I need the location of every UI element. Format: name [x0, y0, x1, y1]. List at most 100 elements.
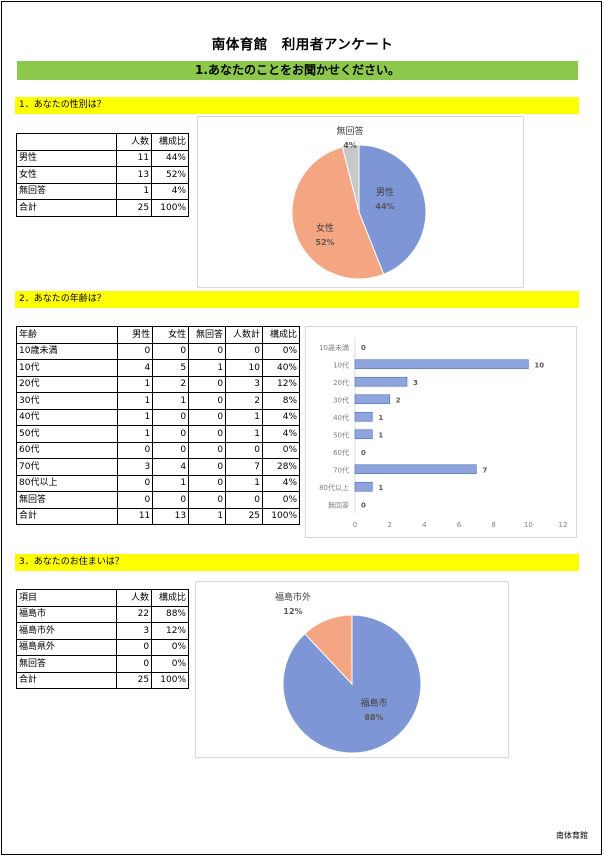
- table-cell: 女性: [15, 166, 118, 184]
- bar-data-label: 0: [361, 501, 366, 509]
- table-cell: 100%: [151, 199, 189, 217]
- table-header-cell: 年齢: [15, 326, 119, 344]
- table-cell: 4%: [151, 182, 189, 200]
- table-row: 60代 0 0 0 0 0%: [15, 441, 300, 459]
- table-cell: 10歳未満: [15, 342, 119, 360]
- table-cell: 1: [188, 507, 227, 525]
- table-row: 80代以上 0 1 0 1 4%: [15, 474, 300, 492]
- gender-table: 人数 構成比 男性 11 44% 女性 13 52% 無回答 1 4% 合計 25 100%: [15, 133, 189, 217]
- table-cell: 1: [152, 474, 190, 492]
- table-cell: 1: [225, 425, 263, 443]
- gender-pie-chart: 男性 44% 女性 52% 無回答 4%: [197, 116, 524, 288]
- table-header-cell: 項目: [15, 589, 118, 607]
- question-2-label: 2．あなたの年齢は？: [15, 291, 579, 308]
- x-tick-label: 8: [491, 521, 495, 529]
- pie-slice: [341, 144, 360, 213]
- table-cell: 1: [225, 408, 263, 426]
- table-cell: 0: [188, 441, 227, 459]
- table-cell: 1: [117, 375, 154, 393]
- table-cell: 0: [225, 441, 263, 459]
- table-cell: 40代: [15, 408, 119, 426]
- y-tick-label: 50代: [333, 430, 349, 439]
- pie-category-label: 女性: [316, 222, 334, 234]
- pie-data-label: 88%: [364, 713, 383, 722]
- table-row: 合計 11 13 1 25 100%: [15, 507, 300, 525]
- table-cell: 100%: [262, 507, 300, 525]
- table-cell: 0: [117, 474, 154, 492]
- table-cell: 合計: [15, 199, 118, 217]
- table-cell: 0%: [262, 441, 300, 459]
- y-tick-label: 80代以上: [319, 483, 349, 492]
- y-tick-label: 10代: [333, 360, 349, 369]
- table-cell: 福島県外: [15, 638, 118, 656]
- table-cell: 合計: [15, 671, 118, 689]
- table-cell: 0: [188, 491, 227, 509]
- table-cell: 0: [188, 375, 227, 393]
- table-cell: 28%: [262, 458, 300, 476]
- pie-data-label: 44%: [375, 202, 394, 211]
- table-row: 30代 1 1 0 2 8%: [15, 392, 300, 410]
- table-cell: 1: [116, 182, 153, 200]
- table-cell: 0%: [151, 638, 189, 656]
- table-cell: 12%: [151, 622, 189, 640]
- y-tick-label: 30代: [333, 395, 349, 404]
- table-cell: 0: [188, 408, 227, 426]
- y-tick-label: 40代: [333, 413, 349, 422]
- table-row: 無回答 0 0 0 0 0%: [15, 491, 300, 509]
- table-cell: 25: [116, 671, 153, 689]
- pie-slice: [304, 614, 353, 686]
- table-row: 20代 1 2 0 3 12%: [15, 375, 300, 393]
- table-row: 70代 3 4 0 7 28%: [15, 458, 300, 476]
- page-title: 南体育館 利用者アンケート: [211, 37, 394, 53]
- x-tick-label: 4: [422, 521, 427, 529]
- table-cell: 1: [117, 392, 154, 410]
- table-cell: 0: [152, 408, 190, 426]
- table-cell: 3: [225, 375, 263, 393]
- table-cell: 7: [225, 458, 263, 476]
- table-cell: 8%: [262, 392, 300, 410]
- table-cell: 0: [116, 638, 153, 656]
- y-tick-label: 無回答: [328, 500, 349, 509]
- footer-label: 南体育館: [556, 831, 588, 840]
- table-cell: 12%: [262, 375, 300, 393]
- table-cell: 10代: [15, 359, 119, 377]
- table-cell: 70代: [15, 458, 119, 476]
- table-cell: 0: [188, 425, 227, 443]
- table-cell: 11: [117, 507, 154, 525]
- table-cell: 4%: [262, 408, 300, 426]
- table-row: 合計 25 100%: [15, 199, 189, 217]
- table-row: 女性 13 52%: [15, 166, 189, 184]
- x-tick-label: 10: [524, 521, 533, 529]
- table-row: 福島県外 0 0%: [15, 638, 189, 656]
- table-header-cell: 構成比: [151, 133, 189, 151]
- table-header-cell: 女性: [152, 326, 190, 344]
- bar-data-label: 2: [396, 396, 401, 404]
- table-cell: 0: [152, 491, 190, 509]
- table-cell: 0: [225, 342, 263, 360]
- pie-data-label: 4%: [343, 141, 357, 150]
- table-cell: 無回答: [15, 182, 118, 200]
- y-tick-label: 60代: [333, 448, 349, 457]
- bar-data-label: 7: [482, 466, 487, 474]
- bar-data-label: 1: [378, 431, 383, 439]
- table-row: 10歳未満 0 0 0 0 0%: [15, 342, 300, 360]
- table-row: 無回答 1 4%: [15, 182, 189, 200]
- bar: [354, 481, 373, 492]
- table-header-cell: 人数: [116, 133, 153, 151]
- x-tick-label: 12: [559, 521, 568, 529]
- table-cell: 10: [225, 359, 263, 377]
- table-cell: 50代: [15, 425, 119, 443]
- table-cell: 1: [225, 474, 263, 492]
- table-cell: 0%: [262, 342, 300, 360]
- table-cell: 0: [117, 342, 154, 360]
- pie-category-label: 無回答: [336, 125, 363, 137]
- table-row: 合計 25 100%: [15, 671, 189, 689]
- table-cell: 福島市: [15, 605, 118, 623]
- table-row: 50代 1 0 0 1 4%: [15, 425, 300, 443]
- table-cell: 4%: [262, 474, 300, 492]
- table-cell: 25: [116, 199, 153, 217]
- table-cell: 20代: [15, 375, 119, 393]
- table-cell: 2: [225, 392, 263, 410]
- x-tick-label: 0: [353, 521, 357, 529]
